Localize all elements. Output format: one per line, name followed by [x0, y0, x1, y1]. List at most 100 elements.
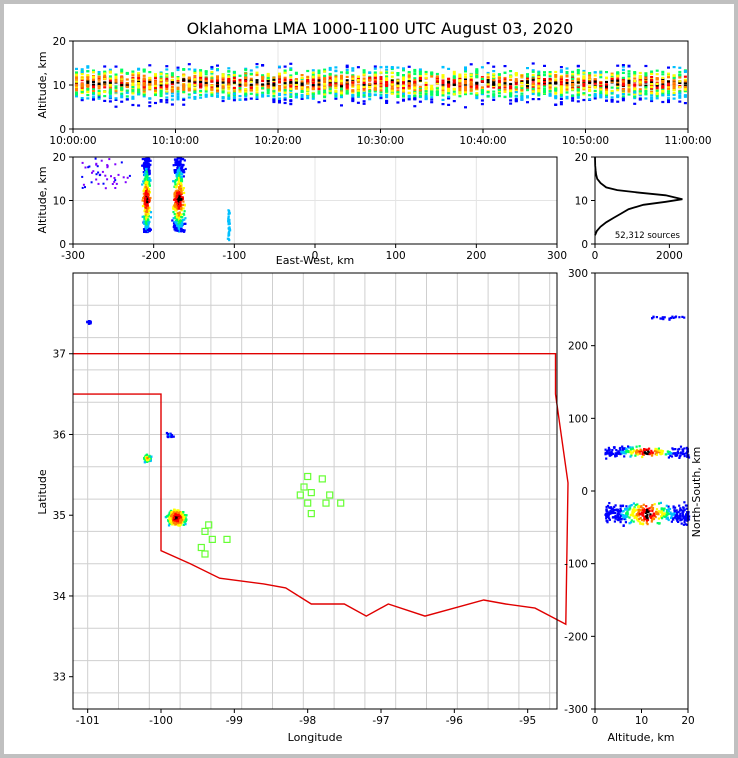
time-altitude-source [407, 75, 411, 78]
ew-altitude-source [146, 165, 149, 168]
ew-altitude-source [173, 193, 176, 196]
time-altitude-source [435, 80, 439, 83]
time-altitude-source [667, 87, 670, 90]
time-altitude-source [418, 72, 422, 75]
time-altitude-source [317, 83, 321, 86]
time-altitude-source [678, 66, 682, 69]
time-altitude-source [526, 101, 529, 104]
time-altitude-source [655, 95, 659, 98]
time-altitude-source [227, 96, 231, 99]
ns-altitude-source [673, 509, 676, 512]
time-altitude-source [599, 95, 603, 98]
time-altitude-source [452, 100, 456, 103]
time-altitude-source [187, 63, 191, 66]
time-altitude-source [356, 81, 360, 84]
ew-altitude-source [178, 217, 181, 220]
ew-altitude-source [175, 186, 178, 189]
ew-altitude-source [144, 193, 148, 196]
time-altitude-source [210, 93, 214, 96]
time-altitude-source [92, 83, 95, 87]
ns-altitude-source [658, 502, 661, 505]
time-altitude-source [599, 76, 603, 79]
time-altitude-source [306, 78, 310, 82]
time-altitude-source [413, 98, 417, 101]
ew-altitude-source [227, 231, 231, 234]
ew-altitude-source [143, 217, 146, 220]
ns-altitude-source [650, 505, 653, 509]
ns-altitude-source [670, 520, 673, 523]
ew-altitude-source [111, 183, 114, 185]
time-altitude-source [283, 93, 287, 96]
lma-station-marker [300, 483, 308, 491]
ew-altitude-source [144, 172, 147, 175]
time-altitude-source [323, 78, 327, 81]
ns-altitude-source [613, 505, 616, 508]
ew-altitude-source [146, 226, 149, 229]
ns-altitude-source [604, 448, 607, 451]
time-altitude-source [278, 97, 281, 100]
ns-altitude-source [607, 446, 610, 449]
time-altitude-source [452, 83, 456, 86]
time-altitude-source [396, 91, 400, 94]
time-altitude-source [667, 74, 670, 78]
time-altitude-source [351, 98, 355, 101]
time-altitude-source [317, 85, 321, 88]
time-altitude-source [283, 69, 287, 72]
time-altitude-source [283, 96, 287, 99]
time-altitude-source [610, 100, 614, 103]
time-altitude-source [289, 81, 293, 84]
ew-altitude-source [226, 237, 229, 240]
ns-altitude-source [614, 504, 617, 507]
time-altitude-source [283, 82, 287, 85]
time-altitude-source [571, 97, 575, 100]
time-altitude-source [605, 71, 608, 74]
lma-station-marker [326, 491, 334, 499]
source-count: 52,312 sources [615, 231, 681, 241]
time-altitude-source [193, 95, 197, 99]
ns-altitude-source [645, 521, 648, 524]
ew-altitude-source [228, 239, 231, 242]
ew-altitude-source [178, 168, 181, 171]
time-altitude-source [379, 71, 383, 74]
time-altitude-source [368, 86, 372, 89]
plan-view-source [86, 320, 89, 323]
time-altitude-source [396, 85, 400, 88]
time-altitude-source [92, 81, 95, 84]
time-altitude-source [565, 84, 569, 87]
time-altitude-source [125, 98, 129, 101]
time-altitude-source [621, 88, 625, 91]
time-altitude-source [492, 65, 496, 68]
ew-altitude-source [177, 224, 180, 227]
time-altitude-source [103, 83, 107, 87]
ns-altitude-source [667, 452, 670, 455]
ns-altitude-source [623, 450, 626, 453]
time-altitude-source [565, 79, 569, 82]
plan-view-source [182, 511, 185, 514]
time-altitude-source [469, 80, 473, 84]
ns-altitude-source [624, 508, 627, 511]
time-altitude-source [232, 92, 236, 96]
time-altitude-source [571, 79, 575, 82]
time-altitude-source [255, 63, 259, 66]
ns-altitude-source [676, 450, 679, 453]
time-altitude-source [278, 72, 281, 75]
ns-altitude-source [660, 450, 663, 453]
time-altitude-source [633, 79, 637, 83]
time-altitude-source [97, 92, 101, 95]
ns-altitude-source [639, 522, 642, 525]
time-altitude-source [86, 82, 90, 85]
plan-view-source [146, 456, 149, 460]
time-altitude-source [464, 106, 467, 109]
time-altitude-source [616, 74, 620, 77]
time-altitude-source [621, 97, 625, 100]
time-altitude-source [244, 67, 248, 70]
ns-altitude-source [621, 514, 624, 517]
ew-altitude-source [144, 197, 147, 200]
ew-altitude-source [177, 207, 180, 210]
time-altitude-source [571, 70, 575, 73]
ew-altitude-source [183, 210, 186, 213]
time-altitude-source [137, 80, 141, 83]
ew-altitude-source [180, 216, 183, 219]
time-altitude-source [193, 81, 197, 84]
ew-altitude-source [174, 190, 177, 193]
